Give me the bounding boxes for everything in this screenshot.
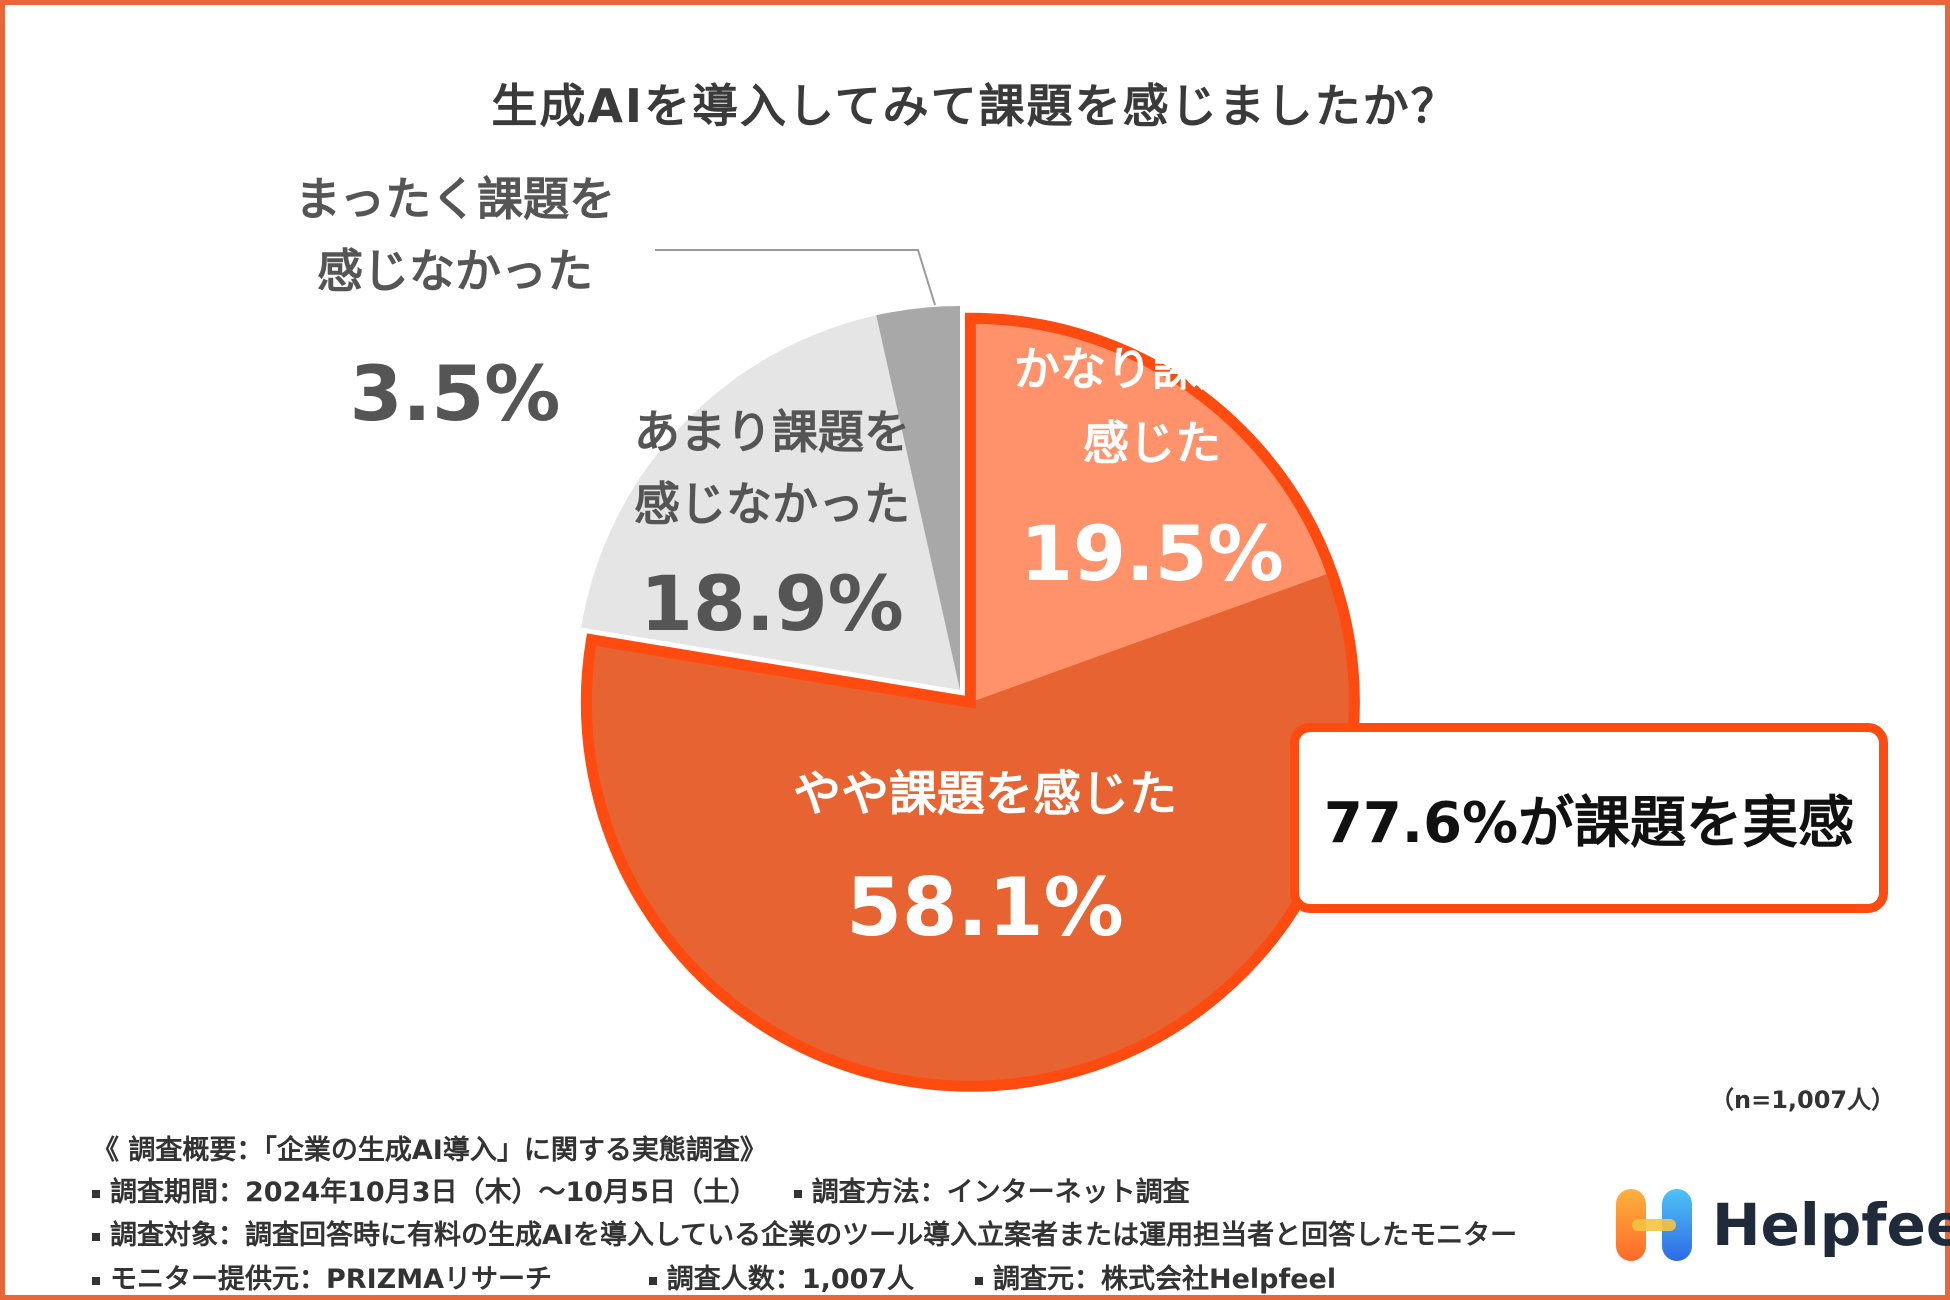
slice-amari: [581, 315, 960, 690]
sample-size: （n=1,007人）: [1710, 1086, 1896, 1114]
survey-provider: モニター提供元：PRIZMAリサーチ: [110, 1264, 552, 1295]
survey-count: 調査人数：1,007人: [666, 1264, 915, 1295]
survey-provider-line: モニター提供元：PRIZMAリサーチ 調査人数：1,007人 調査元：株式会社H…: [92, 1257, 1336, 1296]
survey-target-line: 調査対象：調査回答時に有料の生成AIを導入している企業のツール導入立案者または運…: [92, 1213, 1517, 1252]
slice-label-yaya-0: やや課題を感じた: [793, 766, 1177, 822]
slice-label-amari-0: あまり課題を: [634, 405, 910, 459]
leader-line: [655, 249, 936, 306]
survey-method: 調査方法：インターネット調査: [811, 1177, 1190, 1208]
callout-box: 77.6%が課題を実感: [1290, 723, 1888, 913]
survey-period: 調査期間：2024年10月3日（木）〜10月5日（土）: [110, 1177, 757, 1208]
slice-yaya: [586, 572, 1355, 1087]
survey-period-line: 調査期間：2024年10月3日（木）〜10月5日（土） 調査方法：インターネット…: [92, 1170, 1190, 1209]
bullet-icon: [975, 1276, 983, 1285]
slice-kanari: [970, 318, 1332, 703]
slice-value-yaya: 58.1%: [846, 861, 1124, 954]
slice-value-mattaku: 3.5%: [350, 349, 561, 438]
slice-value-kanari: 19.5%: [1020, 509, 1284, 598]
slice-label-kanari-1: 感じた: [1083, 416, 1221, 470]
helpfeel-logo: Helpfeel: [1610, 1185, 1950, 1265]
survey-heading: 《 調査概要：「企業の生成AI導入」に関する実態調査》: [92, 1135, 767, 1166]
slice-label-amari-1: 感じなかった: [634, 477, 910, 531]
slice-label-mattaku-1: 感じなかった: [317, 244, 593, 298]
bullet-icon: [92, 1232, 100, 1241]
slice-value-amari: 18.9%: [640, 559, 904, 648]
bullet-icon: [648, 1276, 657, 1285]
helpfeel-logo-icon: [1616, 1189, 1692, 1261]
bullet-icon: [92, 1276, 100, 1285]
slice-mattaku: [876, 306, 960, 690]
logo-name: Helpfeel: [1712, 1191, 1950, 1259]
slice-label-mattaku-0: まったく課題を: [295, 172, 615, 226]
chart-title: 生成AIを導入してみて課題を感じましたか？: [491, 79, 1459, 133]
survey-source: 調査元：株式会社Helpfeel: [993, 1264, 1337, 1295]
slice-label-kanari-0: かなり課題を: [1014, 342, 1290, 396]
bullet-icon: [793, 1189, 802, 1198]
bullet-icon: [92, 1189, 100, 1198]
highlight-outline: [580, 312, 1360, 1092]
survey-target: 調査対象：調査回答時に有料の生成AIを導入している企業のツール導入立案者または運…: [110, 1220, 1518, 1251]
